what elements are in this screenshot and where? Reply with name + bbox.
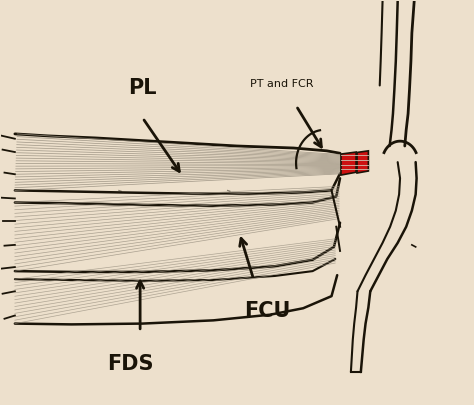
Text: PT and FCR: PT and FCR: [250, 79, 314, 90]
Polygon shape: [357, 151, 368, 173]
Text: FCU: FCU: [245, 301, 291, 322]
Text: FDS: FDS: [108, 354, 154, 374]
Text: PL: PL: [128, 78, 157, 98]
Polygon shape: [341, 152, 356, 175]
